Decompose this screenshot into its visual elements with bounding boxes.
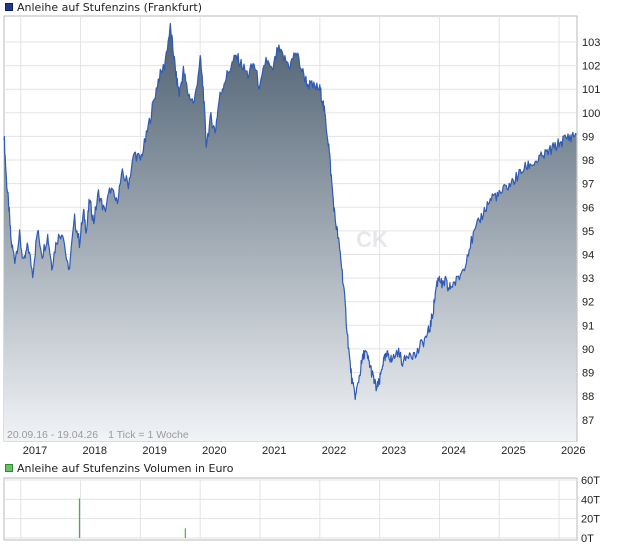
price-x-axis: 2017 2018 2019 2020 2021 2022 2023 2024 2025 2026 — [23, 445, 586, 457]
price-y-tick-label: 89 — [582, 368, 594, 380]
volume-y-axis: 0T 20T 40T 60T — [581, 475, 600, 545]
price-legend-label: Anleihe auf Stufenzins (Frankfurt) — [17, 0, 202, 14]
price-y-tick-label: 95 — [582, 226, 594, 238]
volume-y-tick-label: 0T — [581, 533, 594, 545]
price-y-tick-label: 101 — [582, 84, 600, 96]
price-x-tick-label: 2019 — [142, 445, 166, 457]
price-legend-swatch — [5, 3, 13, 11]
price-y-tick-label: 91 — [582, 320, 594, 332]
price-y-tick-label: 103 — [582, 37, 600, 49]
price-y-tick-label: 97 — [582, 179, 594, 191]
price-y-tick-label: 99 — [582, 131, 594, 143]
price-y-tick-label: 98 — [582, 155, 594, 167]
price-y-tick-label: 94 — [582, 249, 594, 261]
date-range-label: 20.09.16 - 19.04.26 1 Tick = 1 Woche — [7, 429, 189, 441]
price-x-tick-label: 2018 — [83, 445, 107, 457]
volume-y-tick-label: 60T — [581, 475, 600, 487]
price-x-tick-label: 2026 — [561, 445, 585, 457]
price-y-tick-label: 87 — [582, 415, 594, 427]
price-x-tick-label: 2023 — [382, 445, 406, 457]
volume-plot-frame — [3, 477, 578, 541]
volume-y-tick-label: 40T — [581, 494, 600, 506]
price-x-tick-label: 2022 — [322, 445, 346, 457]
price-area — [4, 23, 577, 441]
price-y-tick-label: 96 — [582, 202, 594, 214]
price-x-tick-label: 2021 — [262, 445, 286, 457]
price-x-tick-label: 2020 — [202, 445, 226, 457]
price-y-tick-label: 93 — [582, 273, 594, 285]
volume-grid — [4, 478, 577, 540]
price-y-tick-label: 90 — [582, 344, 594, 356]
volume-legend: Anleihe auf Stufenzins Volumen in Euro — [5, 461, 233, 475]
price-y-tick-label: 88 — [582, 391, 594, 403]
price-y-tick-label: 102 — [582, 61, 600, 73]
volume-y-tick-label: 20T — [581, 514, 600, 526]
price-line — [3, 22, 577, 401]
price-x-tick-label: 2017 — [23, 445, 47, 457]
price-legend: Anleihe auf Stufenzins (Frankfurt) — [5, 0, 202, 14]
price-y-axis: 87 88 89 90 91 92 93 94 95 96 97 98 99 100 101 102 103 — [582, 37, 600, 427]
volume-bar — [78, 498, 81, 538]
volume-bars — [78, 498, 186, 538]
price-x-tick-label: 2025 — [501, 445, 525, 457]
volume-legend-label: Anleihe auf Stufenzins Volumen in Euro — [17, 461, 234, 475]
volume-legend-swatch — [5, 464, 13, 472]
price-x-tick-label: 2024 — [441, 445, 465, 457]
volume-bar — [184, 528, 186, 538]
watermark: CK — [356, 227, 388, 252]
price-y-tick-label: 100 — [582, 108, 600, 120]
price-y-tick-label: 92 — [582, 297, 594, 309]
